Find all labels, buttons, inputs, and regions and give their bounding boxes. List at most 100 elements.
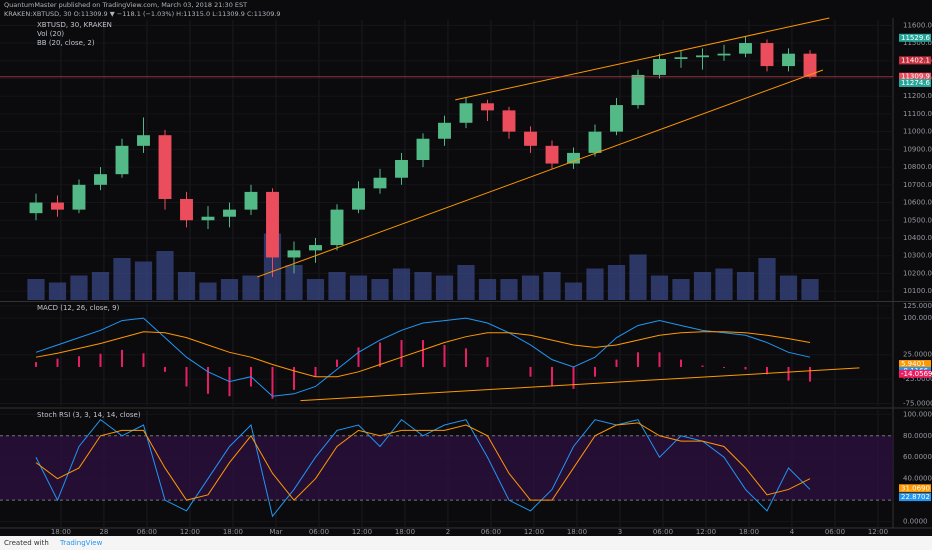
- candle-body: [180, 198, 193, 221]
- y-tick-label: 10400.0: [903, 234, 932, 242]
- y-tick-label: 10300.0: [903, 252, 932, 260]
- volume-bar: [715, 268, 733, 300]
- x-tick-label: 2: [446, 528, 450, 536]
- histogram-bar: [163, 366, 166, 372]
- y-tick-label: 11100.0: [903, 110, 932, 118]
- x-tick-label: 18:00: [395, 528, 415, 536]
- x-tick-label: Mar: [269, 528, 282, 536]
- y-tick-label: 11500.0: [903, 39, 932, 47]
- y-tick-label: 125.0000: [903, 302, 932, 310]
- y-tick-label: 10800.0: [903, 163, 932, 171]
- histogram-bar: [787, 366, 790, 381]
- candle-body: [94, 174, 107, 185]
- price-tag-label: 5.9401: [901, 360, 926, 368]
- volume-bar: [629, 254, 647, 300]
- volume-bar: [306, 279, 325, 300]
- histogram-bar: [206, 366, 209, 394]
- y-tick-label: 0.0000: [903, 518, 928, 526]
- price-tag: [899, 56, 931, 65]
- volume-bar: [220, 279, 239, 300]
- candle-body: [51, 202, 64, 210]
- volume-bar: [607, 265, 626, 300]
- x-tick-label: 12:00: [180, 528, 200, 536]
- price-tag-label: 11309.9: [901, 73, 930, 81]
- price-tag-label: 22.8702: [901, 493, 930, 501]
- volume-bar: [177, 272, 196, 300]
- volume-bar: [758, 258, 776, 300]
- candle-body: [115, 145, 129, 175]
- indicator-label: BB (20, close, 2): [37, 39, 95, 47]
- price-tag-label: 11274.6: [901, 79, 930, 87]
- histogram-bar: [572, 366, 575, 389]
- volume-bar: [328, 272, 346, 300]
- y-tick-label: 10100.0: [903, 287, 932, 295]
- histogram-bar: [443, 344, 446, 367]
- candle-body: [803, 53, 817, 77]
- histogram-bar: [335, 359, 338, 367]
- y-tick-label: 10900.0: [903, 145, 932, 153]
- x-tick-label: 06:00: [825, 528, 845, 536]
- x-tick-label: 06:00: [481, 528, 501, 536]
- candle-body: [545, 145, 559, 164]
- trendline: [257, 69, 824, 278]
- candle-body: [352, 188, 365, 210]
- volume-bar: [693, 272, 712, 300]
- price-tag-label: 31.0690: [901, 484, 930, 492]
- pane-title: XBTUSD, 30, KRAKEN: [37, 21, 112, 29]
- candle-body: [567, 152, 580, 164]
- x-tick-label: 06:00: [309, 528, 329, 536]
- candle-body: [330, 209, 344, 246]
- volume-bar: [672, 279, 690, 300]
- histogram-bar: [400, 340, 403, 367]
- trendline: [455, 17, 830, 101]
- series-line: [35, 418, 811, 518]
- y-tick-label: 100.0000: [903, 314, 932, 322]
- y-tick-label: -25.0000: [903, 375, 932, 383]
- y-tick-label: 100.0000: [903, 410, 932, 418]
- volume-bar: [500, 279, 518, 300]
- candle-body: [524, 131, 537, 146]
- x-tick-label: 18:00: [739, 528, 759, 536]
- candle-body: [244, 191, 258, 210]
- candle-body: [287, 250, 301, 258]
- candle-body: [395, 160, 408, 178]
- histogram-bar: [378, 342, 381, 367]
- series-line: [35, 317, 811, 397]
- y-tick-label: 40.0000: [903, 475, 932, 483]
- histogram-bar: [486, 357, 489, 367]
- price-tag: [899, 78, 931, 87]
- histogram-bar: [292, 366, 295, 390]
- y-tick-label: -75.0000: [903, 400, 932, 408]
- histogram-bar: [99, 353, 102, 367]
- volume-bar: [521, 275, 540, 300]
- price-tag: [899, 33, 931, 42]
- histogram-bar: [766, 366, 769, 375]
- y-tick-label: 10500.0: [903, 216, 932, 224]
- symbol-line: KRAKEN:XBTUSD, 30 O:11309.9 ▼ −118.1 (−1…: [4, 10, 281, 18]
- candle-body: [416, 138, 430, 160]
- price-tag-label: 11529.6: [901, 34, 930, 42]
- candle-body: [158, 135, 172, 199]
- histogram-bar: [701, 365, 704, 367]
- volume-bar: [650, 275, 669, 300]
- series-line: [35, 331, 811, 378]
- pane-title: MACD (12, 26, close, 9): [37, 304, 120, 312]
- volume-bar: [801, 279, 819, 300]
- volume-bar: [779, 275, 798, 300]
- histogram-bar: [594, 366, 597, 377]
- candle-body: [717, 53, 731, 56]
- y-tick-label: 11200.0: [903, 92, 932, 100]
- volume-bar: [199, 282, 217, 300]
- histogram-bar: [809, 366, 812, 382]
- candle-body: [373, 177, 387, 189]
- price-tag: [899, 369, 931, 378]
- volume-bar: [113, 258, 131, 300]
- x-tick-label: 18:00: [51, 528, 71, 536]
- y-tick-label: 10700.0: [903, 181, 932, 189]
- footer-bar: [0, 536, 932, 550]
- volume-bar: [414, 272, 432, 300]
- volume-bar: [242, 275, 260, 300]
- publisher-line: QuantumMaster published on TradingView.c…: [4, 1, 247, 9]
- series-line: [35, 422, 811, 501]
